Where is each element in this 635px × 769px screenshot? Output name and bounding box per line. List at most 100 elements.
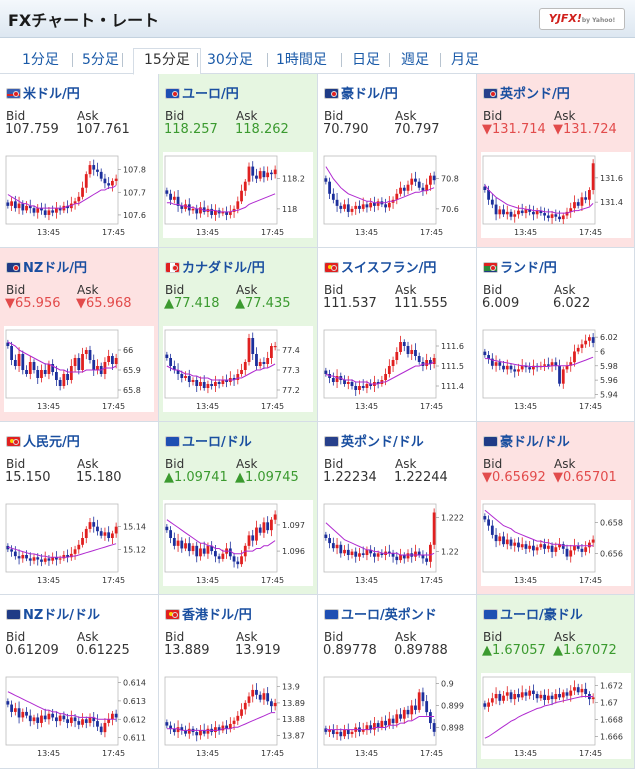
pair-name-link[interactable]: NZドル/ドル xyxy=(6,604,100,623)
pair-name-link[interactable]: ユーロ/円 xyxy=(165,83,239,102)
bid-value: 0.61209 xyxy=(5,643,59,658)
ask-label: Ask xyxy=(236,630,258,644)
pair-name-link[interactable]: スイスフラン/円 xyxy=(324,257,436,276)
tab-0[interactable]: 1分足 xyxy=(22,52,59,68)
candle-down xyxy=(539,210,543,214)
candle-up xyxy=(376,553,380,557)
pair-name-link[interactable]: 英ポンド/円 xyxy=(483,83,570,102)
candle-up xyxy=(546,545,550,549)
candle-down xyxy=(88,350,92,360)
tab-3[interactable]: 30分足 xyxy=(207,52,253,68)
y-tick-label: 118 xyxy=(282,205,297,214)
pair-name-link[interactable]: ユーロ/英ポンド xyxy=(324,604,437,623)
x-tick-label: 13:45 xyxy=(514,749,537,758)
candle-up xyxy=(199,207,202,214)
bid-label: Bid xyxy=(483,457,503,471)
pair-cell[interactable]: 米ドル/円 Bid Ask 107.759 107.761 107.8 107.7 107.6… xyxy=(0,74,159,248)
pair-chart[interactable]: 0.658 0.656 13:45 17:45 xyxy=(481,500,631,586)
pair-chart[interactable]: 66 65.9 65.8 13:45 17:45 xyxy=(4,326,154,412)
pair-chart[interactable]: 0.9 0.899 0.898 13:45 17:45 xyxy=(322,673,472,759)
tab-4[interactable]: 1時間足 xyxy=(276,52,327,68)
candle-up xyxy=(365,384,369,388)
pair-chart[interactable]: 131.6 131.4 13:45 17:45 xyxy=(481,152,631,238)
candle-down xyxy=(6,202,10,206)
pair-name-link[interactable]: NZドル/円 xyxy=(6,257,87,276)
candle-down xyxy=(55,372,58,380)
pair-name-link[interactable]: 豪ドル/ドル xyxy=(483,431,570,450)
candle-up xyxy=(361,729,365,732)
candle-down xyxy=(172,366,176,370)
plot-frame xyxy=(5,155,119,225)
plot-frame xyxy=(164,155,278,225)
bid-label: Bid xyxy=(483,109,503,123)
pair-chart[interactable]: 1.672 1.67 1.668 1.666 13:45 17:45 xyxy=(481,673,631,759)
candle-down xyxy=(6,701,10,705)
pair-cell[interactable]: ユーロ/円 Bid Ask 118.257 118.262 118.2 118 13:45 17… xyxy=(159,74,318,248)
tab-1[interactable]: 5分足 xyxy=(82,52,119,68)
pair-chart[interactable]: 70.8 70.6 13:45 17:45 xyxy=(322,152,472,238)
candle-up xyxy=(561,215,565,220)
candle-down xyxy=(214,551,217,557)
pair-cell[interactable]: ユーロ/ドル Bid Ask ▲1.09741 ▲1.09745 1.097 1.096 13… xyxy=(159,422,318,595)
pair-name-link[interactable]: カナダドル/円 xyxy=(165,257,265,276)
pair-cell[interactable]: カナダドル/円 Bid Ask ▲77.418 ▲77.435 77.4 77.3 77.2 1… xyxy=(159,248,318,422)
y-tick-label: 15.14 xyxy=(123,523,146,532)
candle-down xyxy=(266,693,270,702)
yjfx-logo[interactable]: YJFX!by Yahoo! xyxy=(539,8,625,30)
pair-cell[interactable]: 英ポンド/円 Bid Ask ▼131.714 ▼131.724 131.6 131.4 13… xyxy=(477,74,635,248)
candle-down xyxy=(331,729,335,735)
pair-cell[interactable]: 香港ドル/円 Bid Ask 13.889 13.919 13.9 13.89 13.88 13… xyxy=(159,595,318,769)
pair-cell[interactable]: ユーロ/英ポンド Bid Ask 0.89778 0.89788 0.9 0.899 0.89… xyxy=(318,595,477,769)
pair-chart[interactable]: 77.4 77.3 77.2 13:45 17:45 xyxy=(163,326,313,412)
candle-up xyxy=(520,365,524,370)
pair-cell[interactable]: ユーロ/豪ドル Bid Ask ▲1.67057 ▲1.67072 1.672 1.67 1.… xyxy=(477,595,635,769)
candle-down xyxy=(225,725,228,729)
ask-label: Ask xyxy=(554,283,576,297)
pair-cell[interactable]: スイスフラン/円 Bid Ask 111.537 111.555 111.6 111.5 11… xyxy=(318,248,477,422)
pair-chart[interactable]: 118.2 118 13:45 17:45 xyxy=(163,152,313,238)
candle-up xyxy=(247,166,251,182)
candle-up xyxy=(221,211,225,214)
pair-chart[interactable]: 107.8 107.7 107.6 13:45 17:45 xyxy=(4,152,154,238)
pair-chart[interactable]: 1.097 1.096 13:45 17:45 xyxy=(163,500,313,586)
pair-chart[interactable]: 15.14 15.12 13:45 17:45 xyxy=(4,500,154,586)
candle-down xyxy=(361,386,365,388)
pair-chart[interactable]: 13.9 13.89 13.88 13.87 13:45 17:45 xyxy=(163,673,313,759)
pair-cell[interactable]: 豪ドル/ドル Bid Ask ▼0.65692 ▼0.65701 0.658 0.656 13… xyxy=(477,422,635,595)
candle-up xyxy=(561,369,565,384)
pair-name-link[interactable]: 豪ドル/円 xyxy=(324,83,398,102)
pair-cell[interactable]: ランド/円 Bid Ask 6.009 6.022 6.02 6 5.98 5.96 5.94 13… xyxy=(477,248,635,422)
y-tick-label: 70.8 xyxy=(441,175,459,184)
tab-7[interactable]: 月足 xyxy=(451,52,479,68)
pair-name-link[interactable]: ランド/円 xyxy=(483,257,557,276)
pair-cell[interactable]: NZドル/円 Bid Ask ▼65.956 ▼65.968 66 65.9 65.8 13:4… xyxy=(0,248,159,422)
pair-name-link[interactable]: ユーロ/豪ドル xyxy=(483,604,583,623)
candle-down xyxy=(77,358,81,370)
pair-cell[interactable]: 英ポンド/ドル Bid Ask 1.22234 1.22244 1.222 1.22 13:4… xyxy=(318,422,477,595)
pair-name-link[interactable]: ユーロ/ドル xyxy=(165,431,252,450)
pair-cell[interactable]: NZドル/ドル Bid Ask 0.61209 0.61225 0.614 0.613 0.6… xyxy=(0,595,159,769)
candle-down xyxy=(270,701,273,707)
candlestick-chart: 6.02 6 5.98 5.96 5.94 13:45 17:45 xyxy=(482,329,618,411)
candle-up xyxy=(554,547,558,552)
tab-6[interactable]: 週足 xyxy=(401,52,429,68)
pair-name-link[interactable]: 人民元/円 xyxy=(6,431,80,450)
pair-cell[interactable]: 人民元/円 Bid Ask 15.150 15.180 15.14 15.12 13:45 17… xyxy=(0,422,159,595)
pair-chart[interactable]: 0.614 0.613 0.612 0.611 13:45 17:45 xyxy=(4,673,154,759)
candle-up xyxy=(258,362,262,366)
pair-chart[interactable]: 1.222 1.22 13:45 17:45 xyxy=(322,500,472,586)
tab-2[interactable]: 15分足 xyxy=(133,48,201,75)
pair-name-link[interactable]: 香港ドル/円 xyxy=(165,604,252,623)
pair-chart[interactable]: 6.02 6 5.98 5.96 5.94 13:45 17:45 xyxy=(481,326,631,412)
candle-up xyxy=(502,695,505,701)
candle-down xyxy=(228,548,232,557)
pair-name-link[interactable]: 英ポンド/ドル xyxy=(324,431,424,450)
candle-up xyxy=(520,544,524,548)
candle-up xyxy=(262,522,266,533)
pair-name-link[interactable]: 米ドル/円 xyxy=(6,83,80,102)
pair-chart[interactable]: 111.6 111.5 111.4 13:45 17:45 xyxy=(322,326,472,412)
x-tick-label: 13:45 xyxy=(196,576,219,585)
tab-5[interactable]: 日足 xyxy=(352,52,380,68)
pair-cell[interactable]: 豪ドル/円 Bid Ask 70.790 70.797 70.8 70.6 13:45 17:4… xyxy=(318,74,477,248)
candle-down xyxy=(561,544,565,549)
